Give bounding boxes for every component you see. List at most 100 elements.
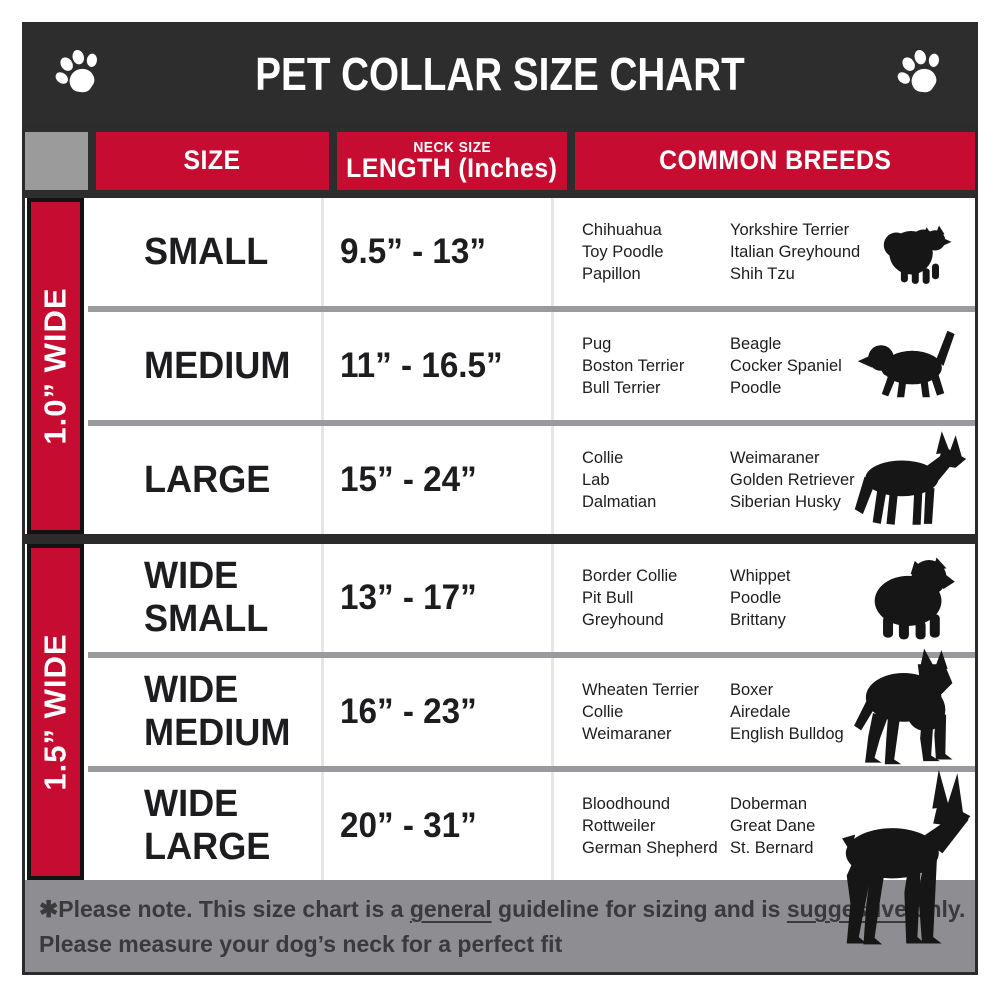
breed-list-left: Border Collie Pit Bull Greyhound [582,565,726,631]
breed: Great Dane [730,815,816,835]
neck-size-cell: 15” - 24” [321,426,551,534]
breed: Bull Terrier [582,378,661,398]
size-cell: WIDE SMALL [88,544,321,652]
size-label: WIDE MEDIUM [144,669,291,754]
breed: Italian Greyhound [730,241,861,261]
breed: Poodle [730,378,782,398]
row-divider [88,306,975,312]
breed-list-right: Yorkshire Terrier Italian Greyhound Shih… [730,219,874,285]
breeds-cell: Pug Boston Terrier Bull Terrier Beagle C… [551,312,975,420]
table-row-medium: MEDIUM 11” - 16.5” Pug Boston Terrier Bu… [25,312,975,420]
page-title: PET COLLAR SIZE CHART [255,47,745,100]
table-header-row: SIZE NECK SIZE LENGTH (Inches) COMMON BR… [25,128,975,198]
neck-size-cell: 11” - 16.5” [321,312,551,420]
paw-icon [55,49,97,92]
footer-note: ✱Please note. This size chart is a gener… [25,880,975,972]
breed-list-left: Chihuahua Toy Poodle Papillon [582,219,726,285]
size-label: WIDE LARGE [144,783,271,868]
size-cell: MEDIUM [88,312,321,420]
table-row-wide-medium: WIDE MEDIUM 16” - 23” Wheaten Terrier Co… [25,648,975,766]
section-divider [25,534,975,544]
neck-size-value: 20” - 31” [340,806,477,845]
breed: Chihuahua [582,219,662,239]
note-underlined-word: suggestive [786,896,907,922]
breed: Rottweiler [582,815,656,835]
breed: Bloodhound [582,793,671,813]
breeds-cell: Border Collie Pit Bull Greyhound Whippet… [551,544,975,652]
breed-list-left: Pug Boston Terrier Bull Terrier [582,333,726,399]
row-divider [88,420,975,426]
size-label: WIDE SMALL [144,555,269,640]
table-row-small: SMALL 9.5” - 13” Chihuahua Toy Poodle Pa… [25,198,975,306]
breeds-cell: Wheaten Terrier Collie Weimaraner Boxer … [551,648,975,766]
note-underlined-word: general [409,896,492,922]
column-header-breeds: COMMON BREEDS [575,132,975,190]
column-header-neck: NECK SIZE LENGTH (Inches) [337,132,567,190]
size-cell: WIDE LARGE [88,772,321,880]
breed: Collie [582,447,624,467]
length-inches-label: LENGTH (Inches) [346,152,558,183]
common-breeds-label: COMMON BREEDS [658,145,892,176]
size-cell: SMALL [88,198,321,306]
breed: Weimaraner [582,724,672,744]
breed: Greyhound [582,610,664,630]
breed: Whippet [730,565,791,585]
breed-list-right: Boxer Airedale English Bulldog [730,679,874,745]
breed: Brittany [730,610,786,630]
breed: Toy Poodle [582,241,664,261]
breed: Pit Bull [582,587,634,607]
breed: Lab [582,469,610,489]
breed: Border Collie [582,565,678,585]
width-label-1-0: 1.0” WIDE [37,287,73,445]
breed: Shih Tzu [730,264,795,284]
breed: Pug [582,333,612,353]
doberman-dog-icon [842,769,971,945]
breed-list-left: Wheaten Terrier Collie Weimaraner [582,679,726,745]
row-divider [88,766,975,772]
size-cell: WIDE MEDIUM [88,658,321,766]
neck-size-cell: 16” - 23” [321,658,551,766]
breed: Yorkshire Terrier [730,219,850,239]
breed: St. Bernard [730,838,814,858]
note-text: ✱Please note. This size chart is a [39,896,410,922]
breed: German Shepherd [582,838,718,858]
width-label-1-5: 1.5” WIDE [37,633,73,791]
beagle-dog-icon [857,330,955,398]
table-row-wide-large: WIDE LARGE 20” - 31” Bloodhound Rottweil… [25,769,975,945]
pitbull-dog-icon [854,648,953,764]
footer-note-line-2: Please measure your dog’s neck for a per… [39,930,563,957]
breed: Cocker Spaniel [730,355,842,375]
breed: Airedale [730,701,791,721]
breed-list-left: Collie Lab Dalmatian [582,447,726,513]
neck-size-value: 16” - 23” [340,692,477,731]
neck-size-cell: 20” - 31” [321,772,551,880]
small-fluffy-dog-icon [883,225,952,284]
title-band: PET COLLAR SIZE CHART [22,22,978,125]
breed: Wheaten Terrier [582,679,700,699]
neck-size-value: 9.5” - 13” [340,232,487,271]
size-label: LARGE [144,458,271,501]
breed: Dalmatian [582,492,657,512]
breed: Collie [582,701,624,721]
size-cell: LARGE [88,426,321,534]
breed: Boston Terrier [582,355,685,375]
breed: Boxer [730,679,774,699]
paw-icon [897,49,939,92]
breed-list-right: Beagle Cocker Spaniel Poodle [730,333,874,399]
shepherd-dog-icon [854,431,967,525]
breed: Beagle [730,333,782,353]
size-label: MEDIUM [144,344,291,387]
breed: Weimaraner [730,447,820,467]
corner-cell [25,132,88,190]
row-divider [88,652,975,658]
breed: Doberman [730,793,807,813]
size-label: SMALL [144,230,269,273]
breed: Golden Retriever [730,469,855,489]
neck-size-value: 13” - 17” [340,578,477,617]
table-row-large: LARGE 15” - 24” Collie Lab Dalmatian Wei… [25,426,975,534]
size-table: SIZE NECK SIZE LENGTH (Inches) COMMON BR… [22,125,978,975]
neck-size-cell: 9.5” - 13” [321,198,551,306]
column-header-size-label: SIZE [183,145,242,176]
neck-size-cell: 13” - 17” [321,544,551,652]
